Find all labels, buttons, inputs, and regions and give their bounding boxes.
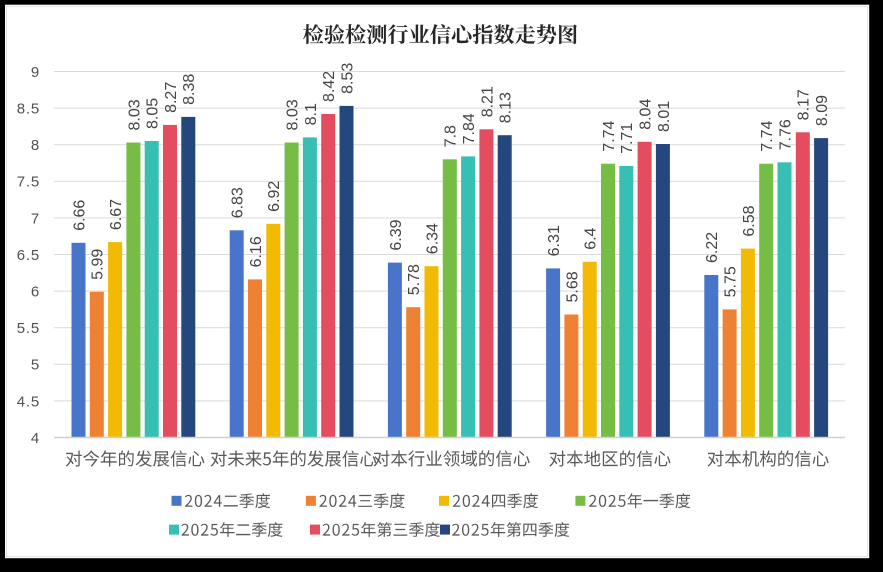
svg-text:8.09: 8.09 — [814, 95, 831, 126]
svg-text:7.84: 7.84 — [461, 113, 478, 144]
svg-text:4.5: 4.5 — [17, 393, 40, 410]
svg-text:6.31: 6.31 — [546, 225, 563, 256]
svg-text:8: 8 — [31, 137, 40, 154]
svg-text:6.22: 6.22 — [704, 232, 721, 263]
svg-text:6.5: 6.5 — [17, 247, 40, 264]
svg-text:5: 5 — [31, 357, 40, 374]
svg-text:7.76: 7.76 — [777, 119, 794, 150]
svg-text:8.53: 8.53 — [339, 63, 356, 94]
svg-text:8.42: 8.42 — [321, 71, 338, 102]
svg-text:8.21: 8.21 — [479, 86, 496, 117]
svg-text:8.13: 8.13 — [498, 92, 515, 123]
svg-text:8.5: 8.5 — [17, 101, 40, 118]
svg-text:8.03: 8.03 — [126, 99, 143, 130]
svg-text:7: 7 — [31, 210, 40, 227]
svg-text:6.66: 6.66 — [71, 200, 88, 231]
svg-text:5.68: 5.68 — [564, 271, 581, 302]
svg-text:5.5: 5.5 — [17, 320, 40, 337]
svg-text:6.58: 6.58 — [741, 205, 758, 236]
svg-text:8.27: 8.27 — [163, 82, 180, 113]
svg-text:8.03: 8.03 — [285, 99, 302, 130]
svg-text:8.05: 8.05 — [145, 98, 162, 129]
svg-text:6: 6 — [31, 284, 40, 301]
svg-text:8.1: 8.1 — [303, 103, 320, 125]
svg-text:6.92: 6.92 — [266, 181, 283, 212]
svg-text:7.74: 7.74 — [601, 120, 618, 151]
svg-text:8.01: 8.01 — [656, 101, 673, 132]
svg-text:7.74: 7.74 — [759, 120, 776, 151]
svg-text:6.39: 6.39 — [388, 219, 405, 250]
svg-text:7.8: 7.8 — [443, 125, 460, 147]
svg-text:5.99: 5.99 — [90, 249, 107, 280]
svg-text:4: 4 — [31, 430, 40, 447]
svg-text:6.4: 6.4 — [583, 227, 600, 249]
svg-text:6.16: 6.16 — [248, 236, 265, 267]
svg-text:8.04: 8.04 — [638, 99, 655, 130]
svg-text:7.5: 7.5 — [17, 174, 40, 191]
svg-text:6.34: 6.34 — [424, 223, 441, 254]
svg-text:8.38: 8.38 — [181, 74, 198, 105]
svg-text:5.78: 5.78 — [406, 264, 423, 295]
svg-text:6.67: 6.67 — [108, 199, 125, 230]
svg-text:8.17: 8.17 — [796, 89, 813, 120]
svg-text:5.75: 5.75 — [723, 266, 740, 297]
svg-text:7.71: 7.71 — [619, 123, 636, 154]
svg-text:9: 9 — [31, 64, 40, 81]
svg-text:6.83: 6.83 — [230, 187, 247, 218]
